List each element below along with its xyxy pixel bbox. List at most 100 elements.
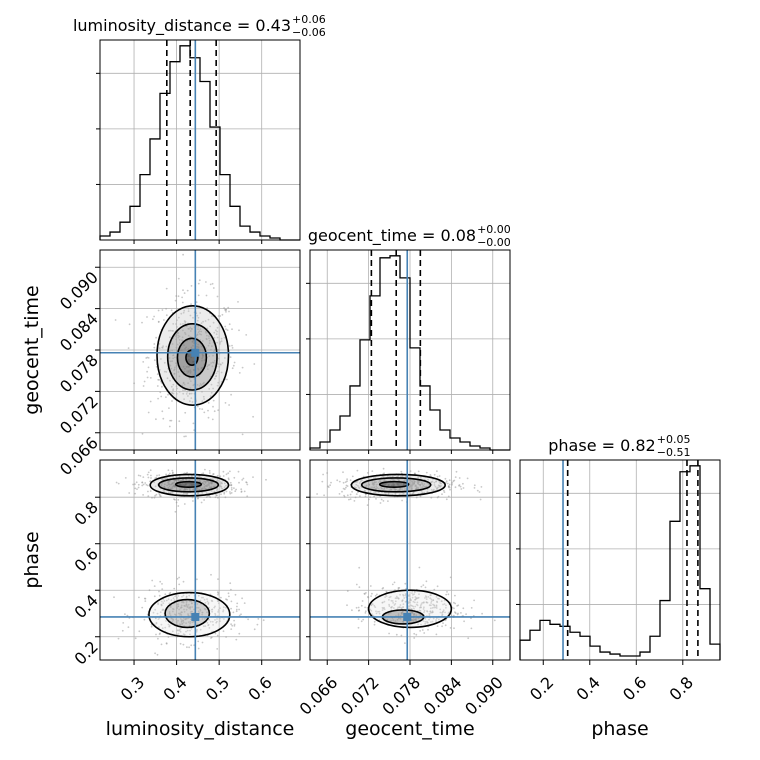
- sample-point: [171, 630, 174, 633]
- sample-point: [196, 487, 199, 490]
- sample-point: [206, 353, 209, 356]
- sample-point: [223, 486, 226, 489]
- sample-point: [375, 485, 378, 488]
- sample-point: [146, 484, 149, 487]
- sample-point: [385, 595, 388, 597]
- sample-point: [404, 475, 407, 478]
- sample-point: [169, 379, 171, 382]
- sample-point: [435, 620, 437, 623]
- sample-point: [223, 491, 226, 494]
- sample-point: [200, 330, 203, 333]
- sample-point: [375, 487, 378, 490]
- sample-point: [146, 370, 149, 373]
- sample-point: [146, 473, 149, 476]
- sample-point: [223, 336, 226, 339]
- sample-point: [415, 633, 418, 636]
- sample-point: [196, 629, 199, 631]
- sample-point: [357, 491, 359, 493]
- sample-point: [185, 622, 188, 625]
- sample-point: [167, 598, 170, 601]
- sample-point: [202, 320, 205, 323]
- sample-point: [155, 633, 157, 636]
- sample-point: [212, 624, 215, 626]
- sample-point: [179, 630, 181, 632]
- sample-point: [359, 480, 362, 483]
- sample-point: [165, 307, 168, 310]
- sample-point: [201, 390, 203, 393]
- sample-point: [357, 609, 360, 612]
- sample-point: [453, 627, 455, 630]
- sample-point: [346, 590, 349, 592]
- sample-point: [371, 603, 374, 606]
- panel-frame: [519, 459, 721, 661]
- sample-point: [233, 625, 236, 627]
- sample-point: [225, 328, 227, 331]
- sample-point: [301, 494, 303, 496]
- sample-point: [372, 614, 375, 617]
- sample-point: [411, 487, 413, 489]
- sample-point: [327, 485, 329, 488]
- sample-point: [400, 470, 403, 473]
- sample-point: [172, 323, 175, 325]
- sample-point: [214, 632, 217, 635]
- sample-point: [168, 592, 171, 595]
- sample-point: [190, 600, 193, 603]
- sample-point: [373, 604, 376, 607]
- sample-point: [167, 393, 169, 396]
- sample-point: [438, 618, 440, 621]
- sample-point: [411, 483, 413, 486]
- sample-point: [217, 409, 220, 412]
- y-tick-label: 0.078: [56, 350, 102, 396]
- sample-point: [177, 603, 180, 605]
- sample-point: [210, 573, 212, 576]
- sample-point: [180, 619, 183, 621]
- sample-point: [229, 470, 231, 473]
- sample-point: [208, 472, 211, 474]
- sample-point: [203, 398, 206, 400]
- sample-point: [379, 480, 382, 482]
- sample-point: [187, 355, 189, 358]
- sample-point: [187, 310, 190, 312]
- sample-point: [252, 476, 254, 478]
- sample-point: [197, 492, 199, 495]
- sample-point: [143, 380, 146, 383]
- sample-point: [462, 487, 465, 489]
- sample-point: [192, 500, 194, 502]
- sample-point: [165, 642, 168, 644]
- sample-point: [197, 282, 200, 285]
- sample-point: [163, 361, 166, 364]
- sample-point: [224, 308, 227, 311]
- sample-point: [423, 632, 426, 634]
- sample-point: [390, 599, 393, 602]
- sample-point: [213, 337, 216, 339]
- sample-point: [216, 370, 219, 373]
- sample-point: [447, 593, 450, 596]
- sample-point: [153, 359, 156, 362]
- sample-point: [493, 619, 496, 622]
- sample-point: [430, 602, 432, 604]
- sample-point: [169, 419, 172, 422]
- sample-point: [373, 495, 375, 498]
- sample-point: [402, 621, 405, 623]
- sample-point: [197, 346, 200, 349]
- sample-point: [207, 603, 210, 605]
- sample-point: [183, 625, 186, 627]
- sample-point: [188, 392, 191, 395]
- sample-point: [442, 489, 445, 492]
- sample-point: [188, 646, 191, 649]
- sample-point: [182, 643, 185, 646]
- sample-point: [181, 595, 183, 598]
- sample-point: [438, 597, 440, 600]
- sample-point: [175, 501, 178, 504]
- sample-point: [213, 410, 216, 413]
- sample-point: [183, 610, 186, 613]
- sample-point: [146, 376, 149, 379]
- contour-line: [166, 322, 218, 391]
- title-lower-error: −0.06: [292, 26, 326, 39]
- sample-point: [199, 328, 202, 331]
- sample-point: [381, 587, 384, 590]
- sample-point: [216, 341, 219, 344]
- sample-point: [442, 622, 444, 624]
- sample-point: [164, 477, 167, 480]
- sample-point: [160, 623, 163, 626]
